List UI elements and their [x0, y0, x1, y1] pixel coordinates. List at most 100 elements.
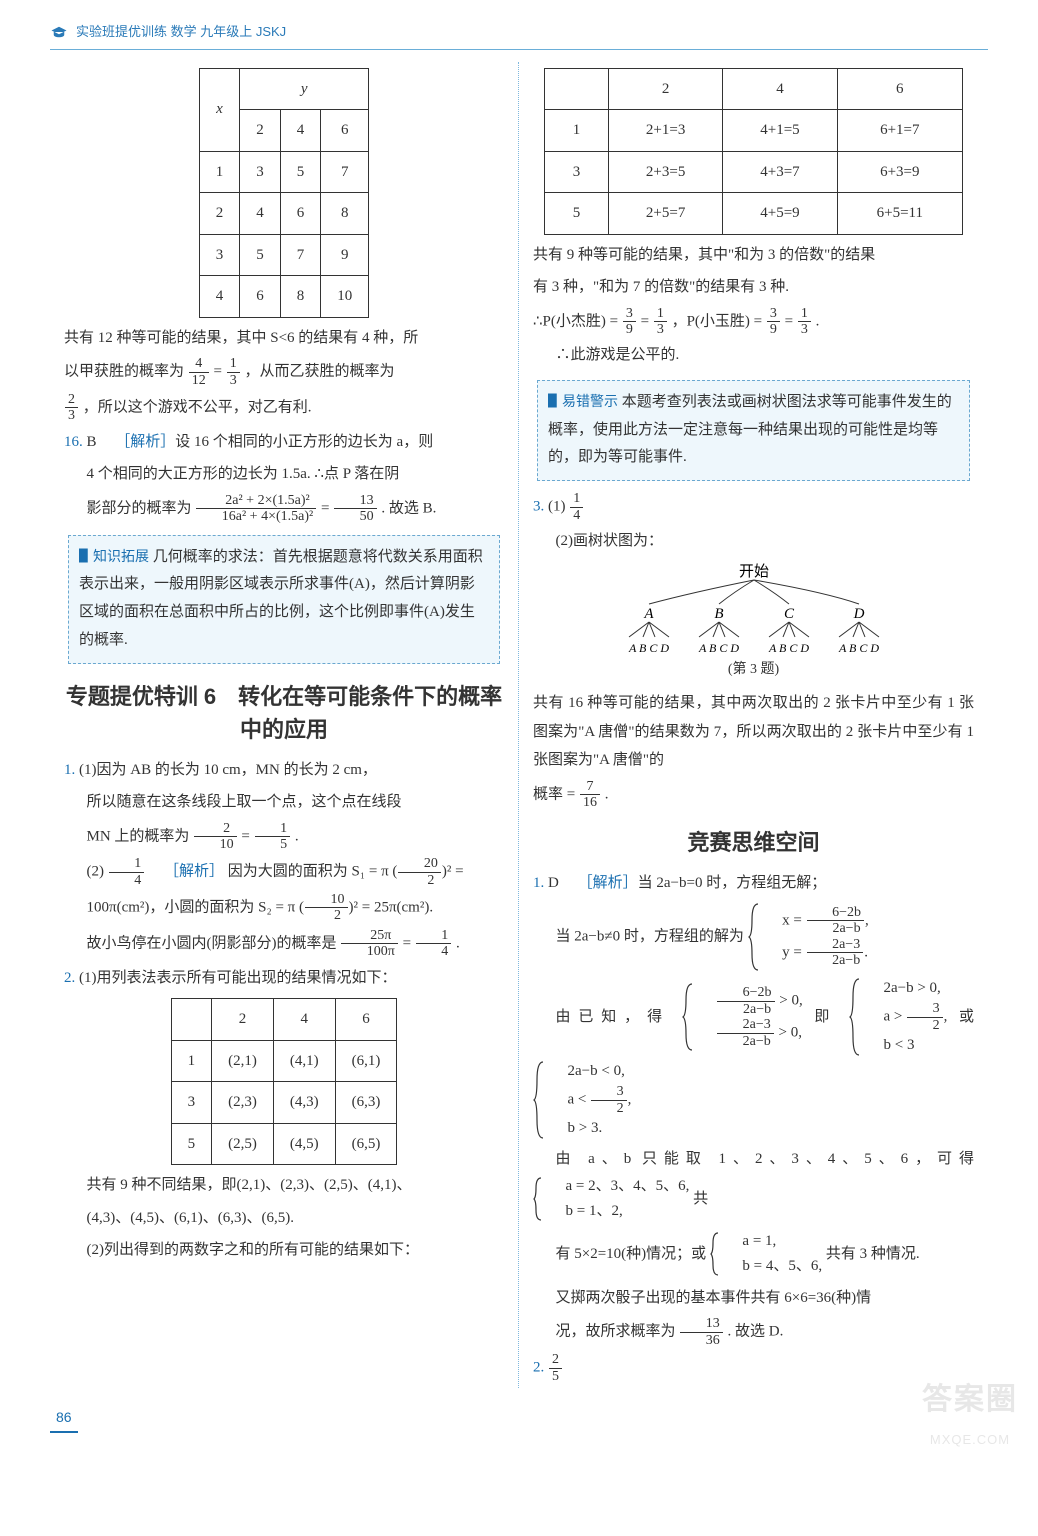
analysis-label: ［解析］: [115, 434, 175, 450]
text: .: [816, 313, 820, 329]
fraction: 202: [398, 856, 441, 888]
question-number: 3.: [533, 499, 544, 515]
text: .: [295, 828, 299, 844]
text: ,: [944, 1009, 948, 1025]
text: =: [241, 828, 253, 844]
question-number: 2.: [533, 1360, 544, 1376]
table-cell: (2,3): [212, 1082, 274, 1124]
text: .: [456, 935, 460, 951]
knowledge-box: ▋知识拓展 几何概率的求法：首先根据题意将代数关系用面积表示出来，一般用阴影区域…: [68, 535, 500, 664]
paragraph: (2)画树状图为：: [533, 527, 974, 556]
table-cell: 3: [199, 234, 240, 276]
table-cell: 6: [321, 110, 369, 152]
table-cell: 6+1=7: [837, 110, 962, 152]
paragraph: 共有 16 种等可能的结果，其中两次取出的 2 张卡片中至少有 1 张图案为"A…: [533, 689, 974, 775]
contest-q1: 1. D ［解析］当 2a−b=0 时，方程组无解；: [533, 869, 974, 898]
table-cell: 4+3=7: [723, 151, 837, 193]
tree-diagram: 开始 A B C D A B C D: [533, 562, 974, 684]
table-cell: 4: [723, 68, 837, 110]
text: (1): [548, 499, 566, 515]
fraction: 23: [65, 392, 78, 424]
paragraph: MN 上的概率为 210 = 15 .: [64, 821, 504, 853]
text: 故小鸟停在小圆内(阴影部分)的概率是: [87, 935, 337, 951]
columns: x y 2 4 6 1357 2468 3579 46810 共有 12 种等可…: [50, 62, 988, 1388]
text: 当 2a−b≠0 时，方程组的解为: [556, 928, 744, 944]
fraction: 14: [109, 856, 145, 888]
text: 或: [959, 1009, 974, 1025]
table-cell: 5: [171, 1123, 212, 1165]
tree-l2-3: A B C D: [837, 641, 878, 655]
table-row-header: x: [199, 68, 240, 151]
text: 由 a、b 只能取 1、2、3、4、5、6，可得: [556, 1151, 975, 1167]
page: 实验班提优训练 数学 九年级上 JSKJ x y 2 4 6 1357 2468…: [0, 0, 1038, 1463]
text: a <: [568, 1091, 591, 1107]
text: 以甲获胜的概率为: [64, 364, 184, 380]
paragraph: 又掷两次骰子出现的基本事件共有 6×6=36(种)情: [533, 1284, 974, 1313]
table-cell: 1: [171, 1040, 212, 1082]
text: ，从而乙获胜的概率为: [244, 364, 394, 380]
text: ，所以这个游戏不公平，对乙有利.: [83, 399, 312, 415]
tree-l2-0: A B C D: [627, 641, 668, 655]
paragraph: 100π(cm²)，小圆的面积为 S₂ = π (102)² = 25π(cm²…: [64, 892, 504, 924]
text: .: [605, 786, 609, 802]
tree-l1-1: B: [714, 606, 723, 622]
question-3: 3. (1) 14: [533, 491, 974, 523]
fraction: 39: [623, 306, 636, 338]
text: 概率 =: [533, 786, 579, 802]
fraction: 13: [654, 306, 667, 338]
paragraph: (4,3)、(4,5)、(6,1)、(6,3)、(6,5).: [64, 1204, 504, 1233]
answer: B: [87, 434, 97, 450]
analysis-label: ［解析］: [164, 864, 224, 880]
table-cell: 6: [240, 276, 281, 318]
text: a >: [883, 1009, 906, 1025]
text: ∴P(小杰胜) =: [533, 313, 622, 329]
table-cell: 8: [321, 193, 369, 235]
table-cell: 2+1=3: [608, 110, 722, 152]
table-cell: (6,3): [335, 1082, 397, 1124]
question-number: 1.: [64, 762, 75, 778]
table-cell: 2+3=5: [608, 151, 722, 193]
section-title: 竞赛思维空间: [533, 826, 974, 859]
table-cell: (4,5): [273, 1123, 335, 1165]
table-cell: (6,1): [335, 1040, 397, 1082]
text: . 故选 B.: [381, 500, 436, 516]
table-cell: 8: [280, 276, 321, 318]
fraction: 25: [549, 1352, 562, 1384]
paragraph: 23 ，所以这个游戏不公平，对乙有利.: [64, 392, 504, 424]
table-cell: 2: [240, 110, 281, 152]
table-cell: 9: [321, 234, 369, 276]
tree-root: 开始: [738, 563, 768, 580]
text: =: [641, 313, 653, 329]
table-sums: 246 12+1=34+1=56+1=7 32+3=54+3=76+3=9 52…: [544, 68, 963, 235]
fraction: 102: [305, 892, 348, 924]
grad-cap-icon: [50, 25, 68, 39]
question-2: 2. (1)用列表法表示所有可能出现的结果情况如下：: [64, 964, 504, 993]
text: ² = 25π(cm²).: [354, 899, 434, 915]
text: 因为大圆的面积为 S₁ = π: [228, 864, 389, 880]
left-column: x y 2 4 6 1357 2468 3579 46810 共有 12 种等可…: [50, 62, 519, 1388]
table-cell: 2: [608, 68, 722, 110]
table-cell: 1: [545, 110, 609, 152]
page-header: 实验班提优训练 数学 九年级上 JSKJ: [50, 20, 988, 50]
text: MN 上的概率为: [87, 828, 190, 844]
fraction: 2a−32a−b: [807, 937, 864, 969]
fraction: 6−2b2a−b: [807, 905, 864, 937]
contest-q2: 2. 25: [533, 1352, 974, 1384]
text: (1)用列表法表示所有可能出现的结果情况如下：: [79, 970, 397, 986]
paragraph: 共有 9 种不同结果，即(2,1)、(2,3)、(2,5)、(4,1)、: [64, 1171, 504, 1200]
question-number: 1.: [533, 875, 544, 891]
table-cell: [545, 68, 609, 110]
tree-l1-2: C: [783, 606, 794, 622]
right-column: 246 12+1=34+1=56+1=7 32+3=54+3=76+3=9 52…: [519, 62, 988, 1388]
question-number: 16.: [64, 434, 83, 450]
fraction: 32: [591, 1084, 627, 1116]
text: b < 3: [861, 1033, 947, 1059]
paragraph: 由 a、b 只能取 1、2、3、4、5、6，可得 a = 2、3、4、5、6, …: [533, 1145, 974, 1225]
table-cell: 5: [545, 193, 609, 235]
fraction: 412: [189, 356, 209, 388]
text: y =: [782, 944, 805, 960]
table-cell: 2: [212, 999, 274, 1041]
page-number: 86: [50, 1404, 78, 1433]
text: =: [214, 364, 226, 380]
equation-system: 6−2b2a−b > 0, 2a−32a−b > 0,: [682, 982, 803, 1052]
